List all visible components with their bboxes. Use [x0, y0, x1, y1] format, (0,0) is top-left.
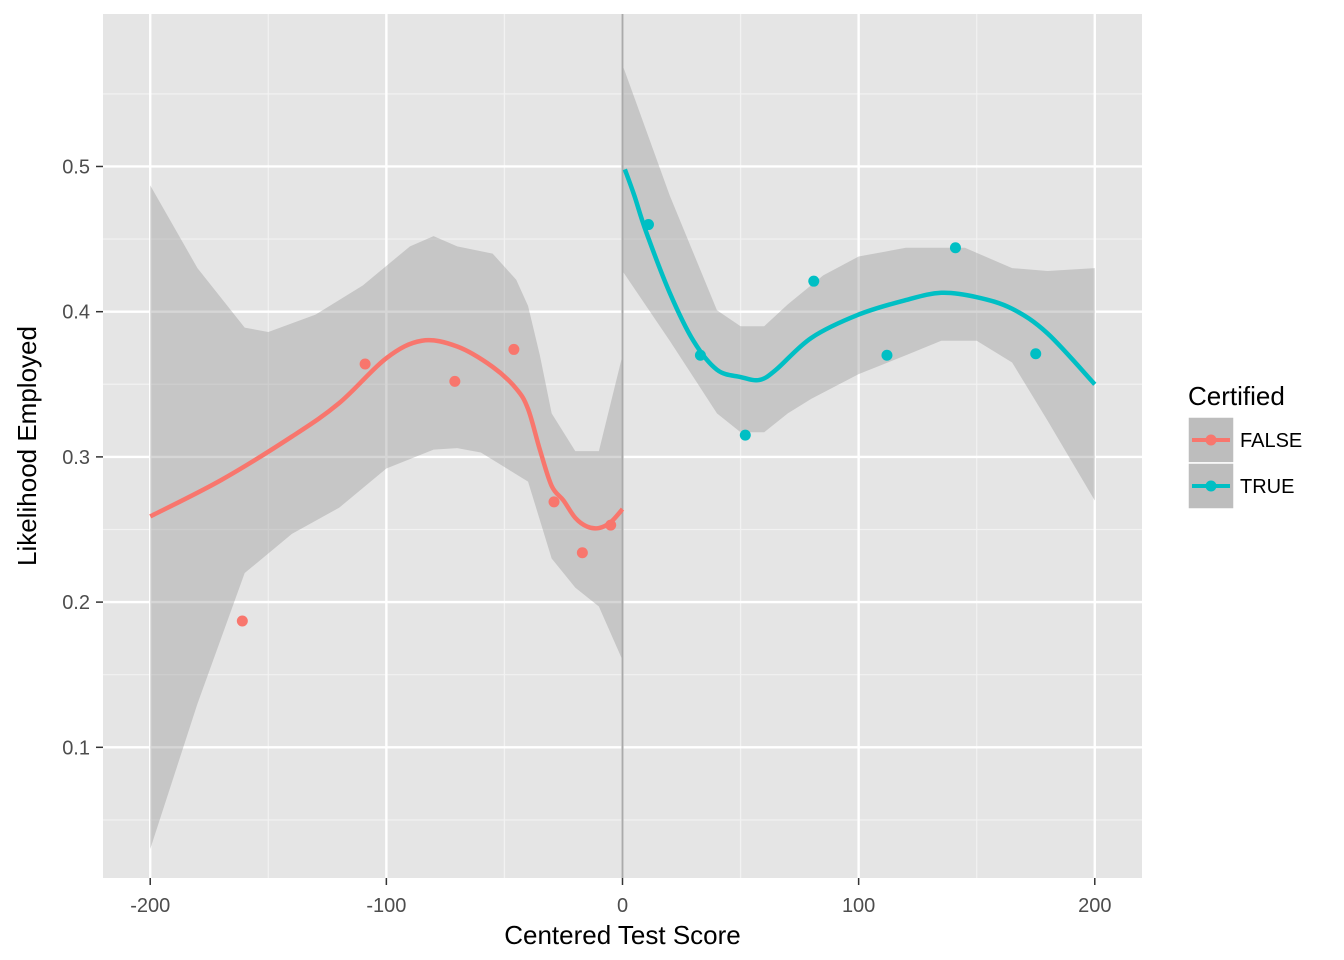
data-point-true — [1030, 348, 1042, 360]
x-tick-label: 200 — [1078, 895, 1111, 917]
y-tick-label: 0.5 — [62, 156, 90, 178]
x-tick-label: 0 — [617, 895, 628, 917]
x-tick-label: 100 — [842, 895, 875, 917]
data-point-true — [808, 275, 820, 287]
x-axis-title: Centered Test Score — [504, 920, 741, 950]
data-point-true — [739, 429, 751, 441]
y-tick-label: 0.4 — [62, 302, 90, 324]
confidence-band-false — [150, 185, 623, 849]
legend-label-false: FALSE — [1240, 430, 1302, 452]
x-tick-label: -100 — [366, 895, 406, 917]
y-tick-label: 0.1 — [62, 737, 90, 759]
smooth-line-true — [622, 168, 1097, 386]
legend-point-false — [1205, 434, 1217, 446]
data-point-false — [548, 496, 560, 508]
legend-title: Certified — [1188, 381, 1285, 411]
x-tick-label: -200 — [130, 895, 170, 917]
data-point-false — [576, 547, 588, 559]
y-tick-label: 0.3 — [62, 447, 90, 469]
data-point-false — [236, 615, 248, 627]
data-point-false — [449, 375, 461, 387]
data-point-false — [359, 358, 371, 370]
data-point-true — [949, 242, 961, 254]
confidence-band-true — [622, 64, 1095, 501]
legend-label-true: TRUE — [1240, 476, 1294, 498]
y-axis-title: Likelihood Employed — [12, 326, 42, 566]
data-point-false — [508, 343, 520, 355]
data-point-true — [881, 349, 893, 361]
y-tick-label: 0.2 — [62, 592, 90, 614]
legend-point-true — [1205, 480, 1217, 492]
smooth-line-false — [149, 337, 625, 531]
